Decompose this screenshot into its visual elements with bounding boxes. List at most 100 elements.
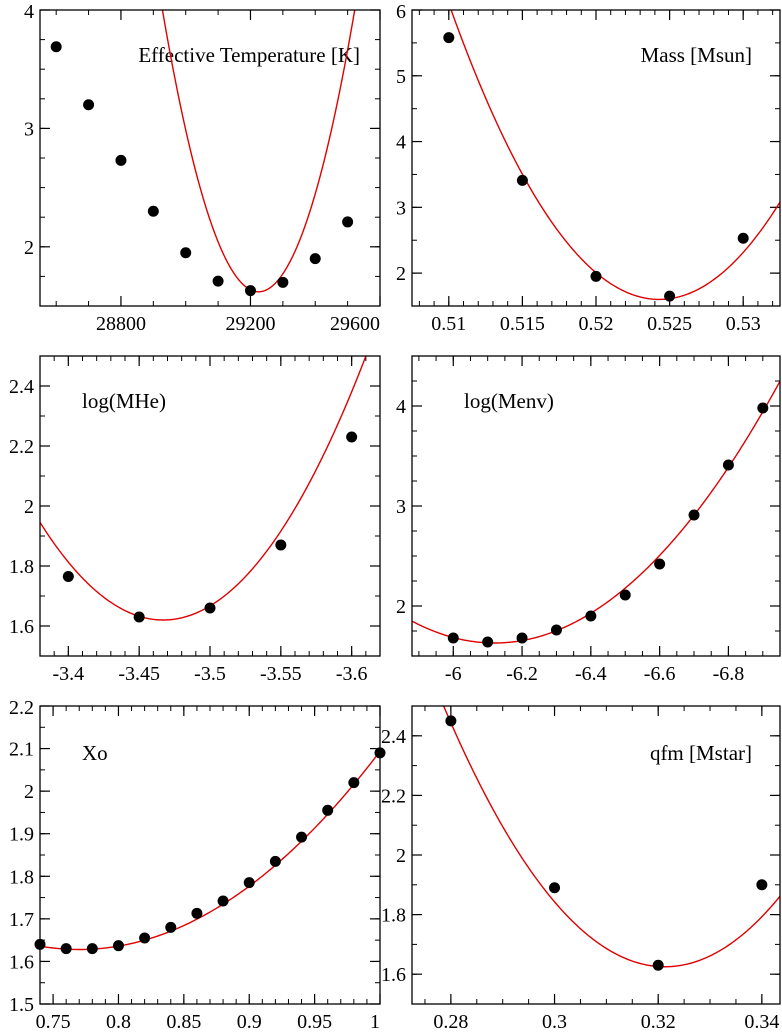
data-point: [269, 855, 281, 867]
y-tick-label: 3: [396, 197, 406, 219]
data-point: [147, 205, 159, 217]
data-point: [516, 174, 528, 186]
panel-title: log(MHe): [82, 389, 166, 413]
data-point: [86, 943, 98, 955]
y-tick-label: 1.5: [9, 994, 34, 1016]
plot-frame: [411, 705, 781, 1005]
x-tick-label: 0.34: [744, 1011, 779, 1032]
data-point: [654, 558, 666, 570]
data-point: [139, 932, 151, 944]
data-point: [133, 611, 145, 623]
x-tick-label: 0.3: [542, 1011, 567, 1032]
data-point: [309, 253, 321, 265]
fit-curve: [412, 380, 780, 644]
data-point: [549, 882, 561, 894]
data-point: [83, 99, 95, 111]
data-point: [348, 777, 360, 789]
data-point: [737, 232, 749, 244]
x-tick-label: -3.4: [52, 663, 84, 685]
panel-xo: Xo 0.75 0.8 0.85 0.9 0.95 1 1.5 1.6 1.7 1.8 1.9 2 2.…: [9, 697, 386, 1032]
x-tick-label: 0.8: [106, 1011, 131, 1032]
data-point: [688, 509, 700, 521]
x-tick-label: 0.52: [579, 313, 614, 335]
panel-effective-temperature: Effective Temperature [K] 28800 29200 2960…: [24, 1, 381, 335]
y-tick-label: 2: [24, 781, 34, 803]
data-point: [62, 571, 74, 582]
x-tick-label: 0.9: [237, 1011, 262, 1032]
panel-title: Xo: [82, 741, 108, 765]
y-tick-label: 2: [396, 263, 406, 285]
data-point: [550, 624, 562, 636]
data-point: [585, 610, 597, 622]
data-point: [191, 907, 203, 919]
panel-title: qfm [Mstar]: [650, 741, 752, 765]
y-tick-label: 2.2: [9, 697, 34, 719]
x-tick-label: -3.55: [260, 663, 302, 685]
data-point: [244, 285, 256, 297]
x-tick-label: 0.95: [297, 1011, 332, 1032]
x-tick-label: 0.75: [36, 1011, 71, 1032]
data-point: [180, 247, 192, 259]
data-point: [757, 402, 769, 414]
data-point: [756, 879, 768, 891]
y-tick-label: 6: [396, 1, 406, 23]
data-point: [445, 715, 457, 727]
plot-frame: [39, 9, 381, 307]
plot-frame: [39, 355, 381, 657]
y-tick-label: 4: [396, 132, 406, 154]
data-point: [60, 943, 72, 955]
panel-log-mhe: log(MHe) -3.4 -3.45 -3.5 -3.55 -3.6 1.6 1.8 2 2.…: [9, 355, 381, 685]
data-point: [652, 959, 664, 971]
x-tick-label: 28800: [96, 313, 146, 335]
y-tick-label: 2.4: [381, 726, 406, 748]
panel-mass: Mass [Msun] 0.51 0.515 0.52 0.525 0.53 2 3 4 5 6: [396, 1, 781, 335]
y-tick-label: 1.9: [9, 824, 34, 846]
y-tick-label: 4: [24, 1, 34, 23]
data-point: [115, 154, 127, 166]
data-point: [277, 276, 289, 288]
data-point: [296, 831, 308, 843]
fit-curve: [40, 750, 380, 951]
data-point: [482, 636, 494, 648]
x-tick-label: 1: [370, 1011, 380, 1032]
x-tick-label: -6.4: [575, 663, 607, 685]
x-tick-label: 29600: [330, 313, 380, 335]
x-tick-label: -3.5: [194, 663, 226, 685]
x-tick-label: 0.28: [433, 1011, 468, 1032]
data-point: [447, 632, 459, 644]
data-point: [50, 41, 62, 53]
data-point: [346, 431, 358, 443]
data-point: [243, 877, 255, 889]
y-tick-label: 1.6: [9, 951, 34, 973]
x-tick-label: -6: [445, 663, 462, 685]
x-tick-label: -3.45: [118, 663, 160, 685]
data-point: [112, 940, 124, 952]
x-tick-label: -6.6: [644, 663, 676, 685]
y-tick-label: 2: [396, 596, 406, 618]
x-tick-label: 0.85: [166, 1011, 201, 1032]
y-tick-label: 2: [24, 237, 34, 259]
x-tick-label: -6.2: [506, 663, 538, 685]
fit-curve: [161, 10, 356, 293]
data-point: [590, 270, 602, 282]
y-tick-label: 1.6: [381, 964, 406, 986]
x-tick-label: 29200: [225, 313, 275, 335]
data-point: [275, 539, 287, 551]
data-point: [322, 804, 334, 816]
x-tick-label: -3.6: [336, 663, 368, 685]
panel-qfm: qfm [Mstar] 0.28 0.3 0.32 0.34 1.6 1.8 2 2.2 2.4: [381, 705, 781, 1032]
y-tick-label: 2: [24, 496, 34, 518]
x-tick-label: 0.32: [641, 1011, 676, 1032]
plot-frame: [411, 9, 781, 307]
y-tick-label: 1.8: [381, 905, 406, 927]
y-tick-label: 1.7: [9, 909, 34, 931]
x-tick-label: 0.525: [647, 313, 692, 335]
plot-frame: [39, 705, 381, 1005]
y-tick-label: 2.1: [9, 739, 34, 761]
data-point: [204, 602, 216, 614]
panel-title: Effective Temperature [K]: [138, 43, 360, 67]
x-tick-label: 0.53: [726, 313, 761, 335]
y-tick-label: 1.8: [9, 866, 34, 888]
x-tick-label: 0.51: [431, 313, 466, 335]
